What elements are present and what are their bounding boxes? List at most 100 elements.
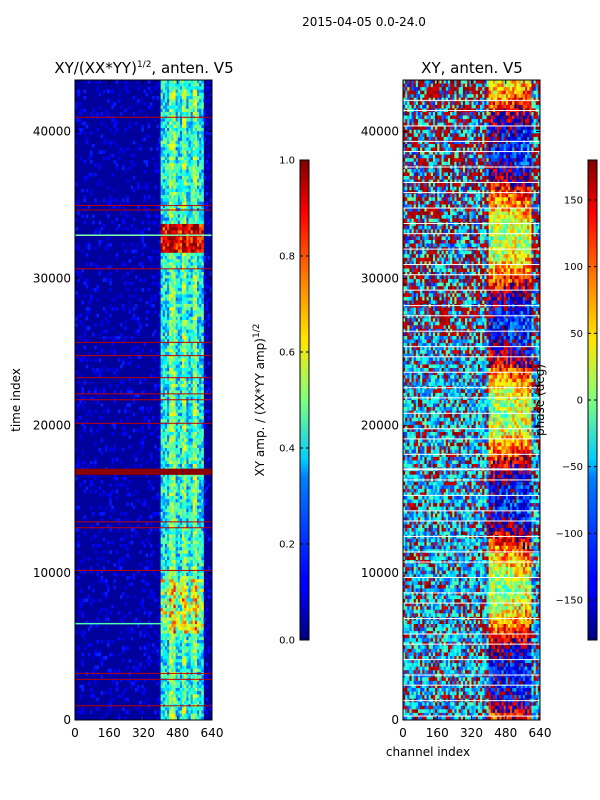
amplitude-cell: [164, 352, 168, 356]
amplitude-cell: [201, 201, 204, 206]
amplitude-cell: [186, 137, 189, 142]
amplitude-cell: [160, 342, 164, 346]
amplitude-cell: [162, 236, 166, 241]
amplitude-cell: [124, 108, 127, 113]
amplitude-cell: [141, 246, 144, 250]
amplitude-cell: [197, 240, 200, 244]
amplitude-cell: [102, 265, 106, 270]
amplitude-cell: [177, 265, 181, 270]
amplitude-cell: [124, 585, 127, 590]
amplitude-cell: [186, 320, 189, 324]
amplitude-cell: [201, 614, 204, 618]
amplitude-cell: [152, 368, 155, 372]
amplitude-cell: [104, 329, 108, 334]
amplitude-cell: [104, 108, 108, 113]
amplitude-cell: [175, 262, 179, 266]
amplitude-cell: [201, 112, 204, 116]
amplitude-cell: [173, 272, 177, 276]
amplitude-cell: [160, 188, 164, 193]
amplitude-cell: [192, 134, 196, 138]
amplitude-cell: [81, 396, 84, 401]
amplitude-cell: [188, 262, 191, 266]
amplitude-cell: [190, 140, 194, 145]
amplitude-cell: [83, 489, 87, 494]
amplitude-cell: [162, 390, 166, 394]
amplitude-cell: [201, 444, 204, 449]
amplitude-cell: [122, 649, 125, 654]
amplitude-cell: [190, 390, 194, 394]
amplitude-cell: [194, 355, 198, 359]
amplitude-cell: [194, 396, 198, 401]
amplitude-cell: [98, 256, 102, 260]
amplitude-cell: [197, 336, 200, 340]
amplitude-cell: [111, 118, 114, 122]
amplitude-cell: [109, 288, 112, 292]
amplitude-cell: [175, 172, 179, 177]
amplitude-cell: [194, 275, 198, 279]
amplitude-cell: [173, 227, 177, 231]
amplitude-cell: [186, 278, 189, 282]
amplitude-cell: [201, 99, 204, 103]
amplitude-cell: [199, 131, 202, 135]
amplitude-cell: [156, 169, 159, 174]
amplitude-cell: [188, 185, 191, 190]
amplitude-cell: [173, 99, 177, 103]
amplitude-cell: [177, 134, 181, 138]
amplitude-cell: [171, 352, 174, 356]
amplitude-cell: [173, 185, 177, 190]
amplitude-cell: [128, 124, 132, 129]
amplitude-cell: [186, 281, 189, 286]
amplitude-cell: [160, 297, 164, 302]
amplitude-cell: [98, 230, 102, 234]
amplitude-cell: [171, 348, 174, 353]
amplitude-cell: [175, 320, 179, 324]
amplitude-cell: [201, 268, 204, 273]
amplitude-cell: [205, 185, 209, 190]
amplitude-cell: [192, 294, 196, 298]
amplitude-cell: [167, 80, 170, 84]
amplitude-cell: [77, 464, 80, 468]
amplitude-cell: [171, 297, 174, 302]
amplitude-cell: [147, 419, 151, 423]
amplitude-cell: [188, 192, 191, 196]
amplitude-cell: [197, 393, 200, 398]
amplitude-cell: [197, 121, 200, 126]
amplitude-cell: [109, 483, 112, 487]
amplitude-cell: [85, 188, 89, 193]
amplitude-cell: [194, 240, 198, 244]
amplitude-cell: [177, 204, 181, 209]
amplitude-cell: [192, 140, 196, 145]
amplitude-cell: [173, 179, 177, 183]
amplitude-cell: [199, 393, 202, 398]
amplitude-cell: [173, 288, 177, 292]
amplitude-cell: [141, 438, 144, 442]
amplitude-cell: [190, 86, 194, 90]
amplitude-cell: [188, 387, 191, 391]
amplitude-cell: [92, 598, 95, 602]
amplitude-cell: [134, 304, 138, 308]
amplitude-cell: [197, 188, 200, 193]
amplitude-cell: [175, 374, 179, 378]
amplitude-cell: [107, 560, 110, 564]
amplitude-cell: [164, 265, 168, 270]
amplitude-cell: [199, 211, 202, 215]
amplitude-cell: [188, 348, 191, 353]
amplitude-cell: [75, 291, 78, 295]
amplitude-cell: [194, 198, 198, 202]
amplitude-cell: [177, 355, 181, 359]
amplitude-cell: [169, 140, 172, 145]
amplitude-cell: [184, 316, 187, 321]
amplitude-cell: [154, 387, 157, 391]
amplitude-cell: [98, 393, 102, 398]
amplitude-cell: [104, 444, 108, 449]
amplitude-cell: [81, 451, 84, 455]
amplitude-cell: [156, 272, 159, 276]
amplitude-cell: [169, 144, 172, 148]
amplitude-cell: [107, 540, 110, 545]
amplitude-cell: [201, 121, 204, 126]
amplitude-cell: [182, 230, 185, 234]
amplitude-cell: [81, 323, 84, 327]
amplitude-cell: [160, 182, 164, 186]
amplitude-cell: [164, 153, 168, 158]
amplitude-cell: [111, 540, 114, 545]
